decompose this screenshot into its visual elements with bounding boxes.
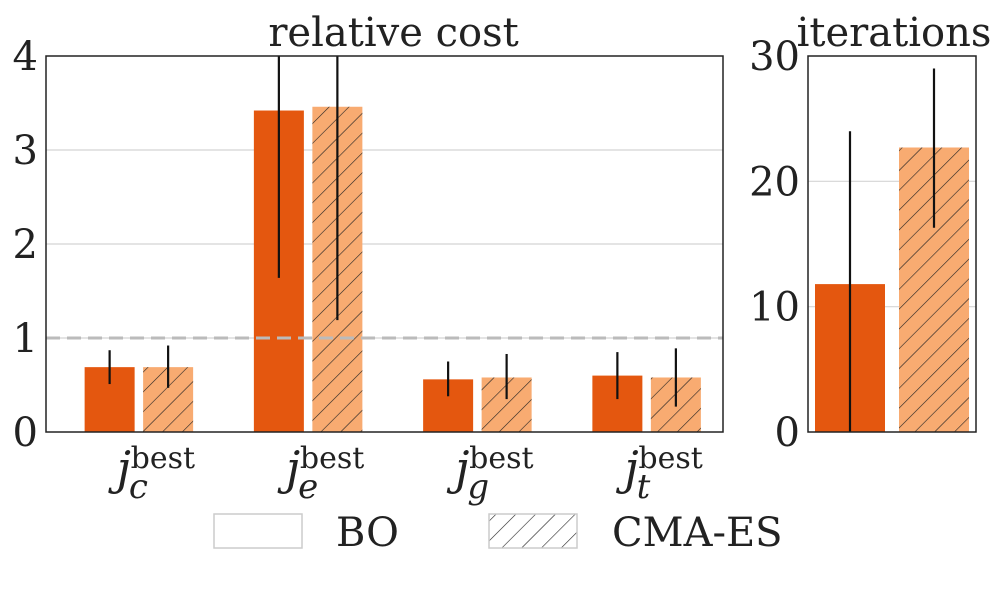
x-label-subscript: g	[467, 467, 489, 507]
iterations-plot-frame	[807, 55, 977, 433]
x-label-base: j	[277, 441, 300, 495]
y-tick-label: 30	[749, 34, 800, 80]
x-label-subscript: t	[637, 467, 651, 507]
x-label-superscript: best	[638, 441, 702, 476]
y-tick-label: 10	[749, 285, 800, 331]
x-label-subscript: c	[129, 467, 148, 507]
legend: BO CMA-ES	[213, 510, 783, 556]
x-label-superscript: best	[131, 441, 195, 476]
x-label-base: j	[446, 441, 469, 495]
legend-label-cma-es: CMA-ES	[612, 510, 783, 556]
x-label-subscript: e	[298, 467, 318, 507]
y-tick-label: 3	[13, 128, 38, 174]
x-label-base: j	[108, 441, 131, 495]
cost-chart-title: relative cost	[268, 10, 518, 56]
legend-swatch-cma-es	[488, 513, 578, 549]
iterations-chart-title: iterations	[797, 10, 992, 56]
legend-swatch-bo	[213, 513, 303, 549]
x-label-base: j	[615, 441, 638, 495]
x-label-superscript: best	[300, 441, 364, 476]
cost-plot-frame	[45, 55, 724, 433]
x-label-superscript: best	[469, 441, 533, 476]
y-tick-label: 4	[13, 34, 38, 80]
legend-label-bo: BO	[336, 510, 399, 556]
y-tick-label: 2	[13, 222, 38, 268]
y-tick-label: 0	[13, 410, 38, 456]
iterations-panel: 0 10 20 30 iterations	[749, 10, 991, 456]
y-tick-label: 0	[775, 410, 800, 456]
y-tick-label: 20	[749, 159, 800, 205]
y-tick-label: 1	[13, 316, 38, 362]
